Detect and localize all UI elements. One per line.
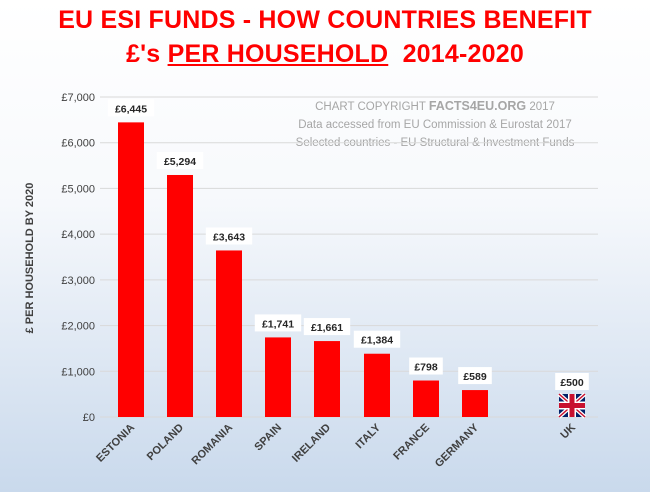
data-label: £3,643 [213, 231, 245, 243]
data-label: £1,741 [262, 318, 294, 330]
chart-title-line2: £'s PER HOUSEHOLD 2014-2020 [0, 40, 650, 69]
x-tick-label: SPAIN [252, 422, 284, 454]
data-label-box [353, 330, 401, 348]
x-tick-label: ROMANIA [189, 422, 235, 468]
y-tick-label: £1,000 [61, 366, 95, 378]
data-label-box [303, 318, 351, 336]
x-tick-label: IRELAND [290, 422, 333, 465]
data-label-box [458, 367, 492, 385]
copyright-year: 2017 [529, 101, 555, 113]
y-tick-label: £2,000 [61, 321, 95, 333]
data-label: £798 [414, 362, 438, 374]
data-label: £1,661 [311, 322, 343, 334]
x-tick-label: ESTONIA [94, 422, 137, 465]
data-label: £589 [463, 371, 487, 383]
data-label-box [254, 314, 302, 332]
data-label: £1,384 [361, 335, 393, 347]
copyright-brand: FACTS4EU.ORG [428, 99, 527, 113]
bar-poland [167, 174, 193, 417]
x-tick-labels: ESTONIA POLAND ROMANIA SPAIN IRELAND ITALY FRA… [94, 421, 578, 470]
bar-germany [462, 390, 488, 417]
data-label: £500 [560, 377, 584, 389]
copyright-prefix: CHART COPYRIGHT [315, 101, 426, 113]
data-labels: £6,445 £5,294 £3,643 £1,741 £1,661 £1,384 £798… [107, 99, 589, 390]
bar-spain [265, 337, 291, 417]
copyright-line2: Data accessed from EU Commission & Euros… [298, 119, 572, 131]
data-label-box [156, 151, 204, 169]
bar-italy [364, 353, 390, 417]
x-tick-label: GERMANY [433, 421, 482, 470]
data-label-box [555, 373, 589, 390]
data-label: £6,445 [115, 103, 147, 115]
y-tick-labels: £0 £1,000 £2,000 £3,000 £4,000 £5,000 £6,000 £7… [61, 92, 95, 424]
y-tick-label: £7,000 [61, 92, 95, 104]
bar-ireland [314, 341, 340, 417]
x-tick-label: POLAND [145, 422, 186, 463]
bars [118, 122, 587, 419]
y-tick-label: £4,000 [61, 229, 95, 241]
y-tick-label: £5,000 [61, 183, 95, 195]
y-tick-label: £3,000 [61, 275, 95, 287]
title-emphasis: PER HOUSEHOLD [167, 40, 389, 68]
bar-france [413, 380, 439, 417]
union-jack-flag-icon [557, 392, 587, 419]
y-tick-label: £0 [83, 412, 95, 424]
copyright-notice: CHART COPYRIGHT FACTS4EU.ORG 2017 Data a… [275, 97, 595, 152]
title-prefix: £'s [126, 40, 161, 68]
bar-estonia [118, 122, 144, 417]
x-tick-label: ITALY [353, 421, 383, 451]
data-label-box [205, 227, 253, 245]
x-tick-label: FRANCE [391, 422, 432, 463]
data-label: £5,294 [164, 156, 196, 168]
chart-title-line1: EU ESI FUNDS - HOW COUNTRIES BENEFIT [58, 6, 592, 34]
bar-romania [216, 250, 242, 417]
y-tick-label: £6,000 [61, 138, 95, 150]
copyright-line1: CHART COPYRIGHT FACTS4EU.ORG 2017 [275, 97, 595, 116]
x-tick-label: UK [558, 422, 578, 442]
title-suffix: 2014-2020 [402, 40, 524, 68]
data-label-box [409, 357, 443, 375]
data-label-box [107, 99, 155, 117]
